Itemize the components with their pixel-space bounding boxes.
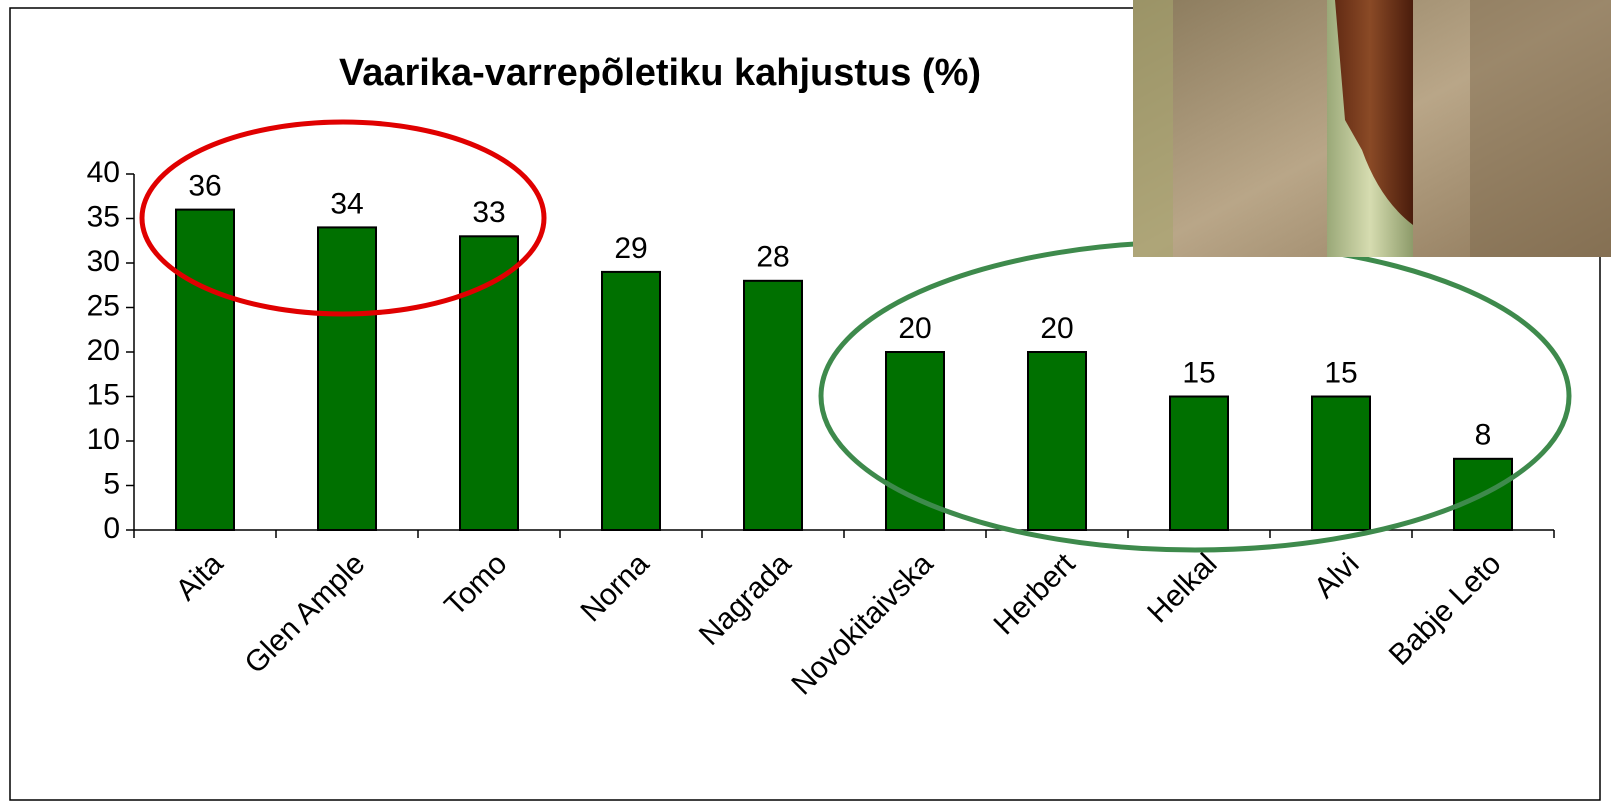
y-tick-label: 30 [87, 245, 120, 278]
y-tick-label: 35 [87, 200, 120, 233]
bar [1028, 352, 1086, 530]
y-tick-label: 20 [87, 334, 120, 367]
data-label: 20 [1040, 312, 1073, 345]
data-label: 20 [898, 312, 931, 345]
data-label: 29 [614, 232, 647, 265]
y-tick-label: 10 [87, 423, 120, 456]
bar [176, 210, 234, 530]
data-label: 15 [1182, 356, 1215, 389]
chart: Vaarika-varrepõletiku kahjustus (%) 0 5 10… [0, 0, 1611, 811]
y-tick-label: 25 [87, 289, 120, 322]
y-tick-label: 15 [87, 378, 120, 411]
page: {"chart_data": {"type": "bar", "title": … [0, 0, 1611, 811]
bar [1312, 397, 1370, 531]
bar [602, 272, 660, 530]
bar [318, 227, 376, 530]
y-tick-label: 0 [103, 512, 120, 545]
data-label: 33 [472, 196, 505, 229]
bar [460, 236, 518, 530]
bar [744, 281, 802, 530]
data-label: 36 [188, 170, 221, 203]
bar [1170, 397, 1228, 531]
photo [1133, 0, 1611, 257]
y-tick-label: 5 [103, 467, 120, 500]
data-label: 28 [756, 241, 789, 274]
data-label: 34 [330, 187, 363, 220]
bar [886, 352, 944, 530]
data-label: 15 [1324, 356, 1357, 389]
chart-title: Vaarika-varrepõletiku kahjustus (%) [339, 52, 981, 94]
y-tick-label: 40 [87, 156, 120, 189]
data-label: 8 [1475, 419, 1492, 452]
